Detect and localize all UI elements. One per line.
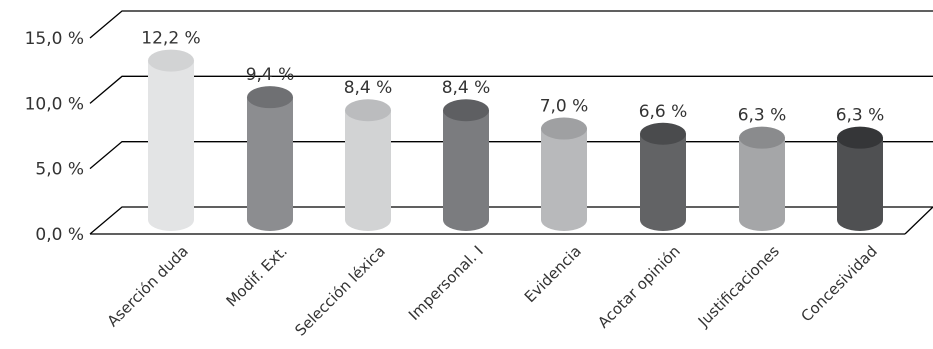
bar-body — [345, 110, 391, 231]
x-tick-label: Concesividad — [797, 242, 880, 325]
bar — [739, 126, 785, 231]
bar-top — [443, 99, 489, 122]
data-label: 7,0 % — [540, 97, 589, 117]
bar-body — [247, 97, 293, 231]
bar-top — [837, 126, 883, 149]
bar — [541, 117, 587, 231]
bars-layer — [148, 49, 883, 232]
x-tick-label: Justificaciones — [694, 242, 783, 331]
floor-right-edge — [904, 206, 933, 235]
x-axis-categories: Aserción duda Modif. Ext. Selección léxica… — [104, 242, 881, 340]
y-tick-label: 10,0 % — [25, 94, 84, 114]
y-tick-label: 5,0 % — [35, 160, 84, 180]
x-tick-label: Evidencia — [521, 242, 585, 306]
gridline — [89, 10, 933, 39]
bar-top — [541, 117, 587, 140]
y-axis-ticks: 0,0 % 5,0 % 10,0 % 15,0 % — [25, 29, 84, 245]
bar — [640, 122, 686, 231]
gridline — [89, 206, 933, 235]
bar — [148, 49, 194, 232]
bar — [443, 99, 489, 231]
data-label: 8,4 % — [344, 78, 393, 98]
bar-body — [148, 60, 194, 232]
data-labels: 12,2 % 9,4 % 8,4 % 8,4 % 7,0 % 6,6 % 6,3 % 6,3 … — [141, 29, 884, 126]
data-label: 6,6 % — [639, 102, 688, 122]
x-tick-label: Selección léxica — [291, 242, 389, 340]
x-tick-label: Aserción duda — [104, 242, 192, 330]
data-label: 6,3 % — [738, 106, 787, 126]
gridline — [89, 141, 933, 170]
x-tick-label: Acotar opinión — [594, 242, 684, 332]
data-label: 12,2 % — [141, 29, 200, 49]
data-label: 9,4 % — [246, 65, 295, 85]
gridline — [89, 75, 933, 104]
bar-top — [148, 49, 194, 72]
bar-body — [837, 137, 883, 231]
bar-body — [443, 110, 489, 231]
y-tick-label: 15,0 % — [25, 29, 84, 49]
data-label: 8,4 % — [442, 78, 491, 98]
grid-layer — [89, 10, 933, 235]
bar-top — [640, 122, 686, 145]
x-tick-label: Impersonal. I — [405, 242, 487, 324]
bar-body — [541, 128, 587, 231]
y-tick-label: 0,0 % — [35, 225, 84, 245]
bar-top — [345, 99, 391, 122]
bar — [247, 86, 293, 231]
x-tick-label: Modif. Ext. — [223, 242, 291, 310]
bar — [345, 99, 391, 231]
data-label: 6,3 % — [836, 106, 885, 126]
bar — [837, 126, 883, 231]
bar-top — [739, 126, 785, 149]
bar-body — [640, 133, 686, 231]
bar-top — [247, 86, 293, 109]
bar-body — [739, 137, 785, 231]
